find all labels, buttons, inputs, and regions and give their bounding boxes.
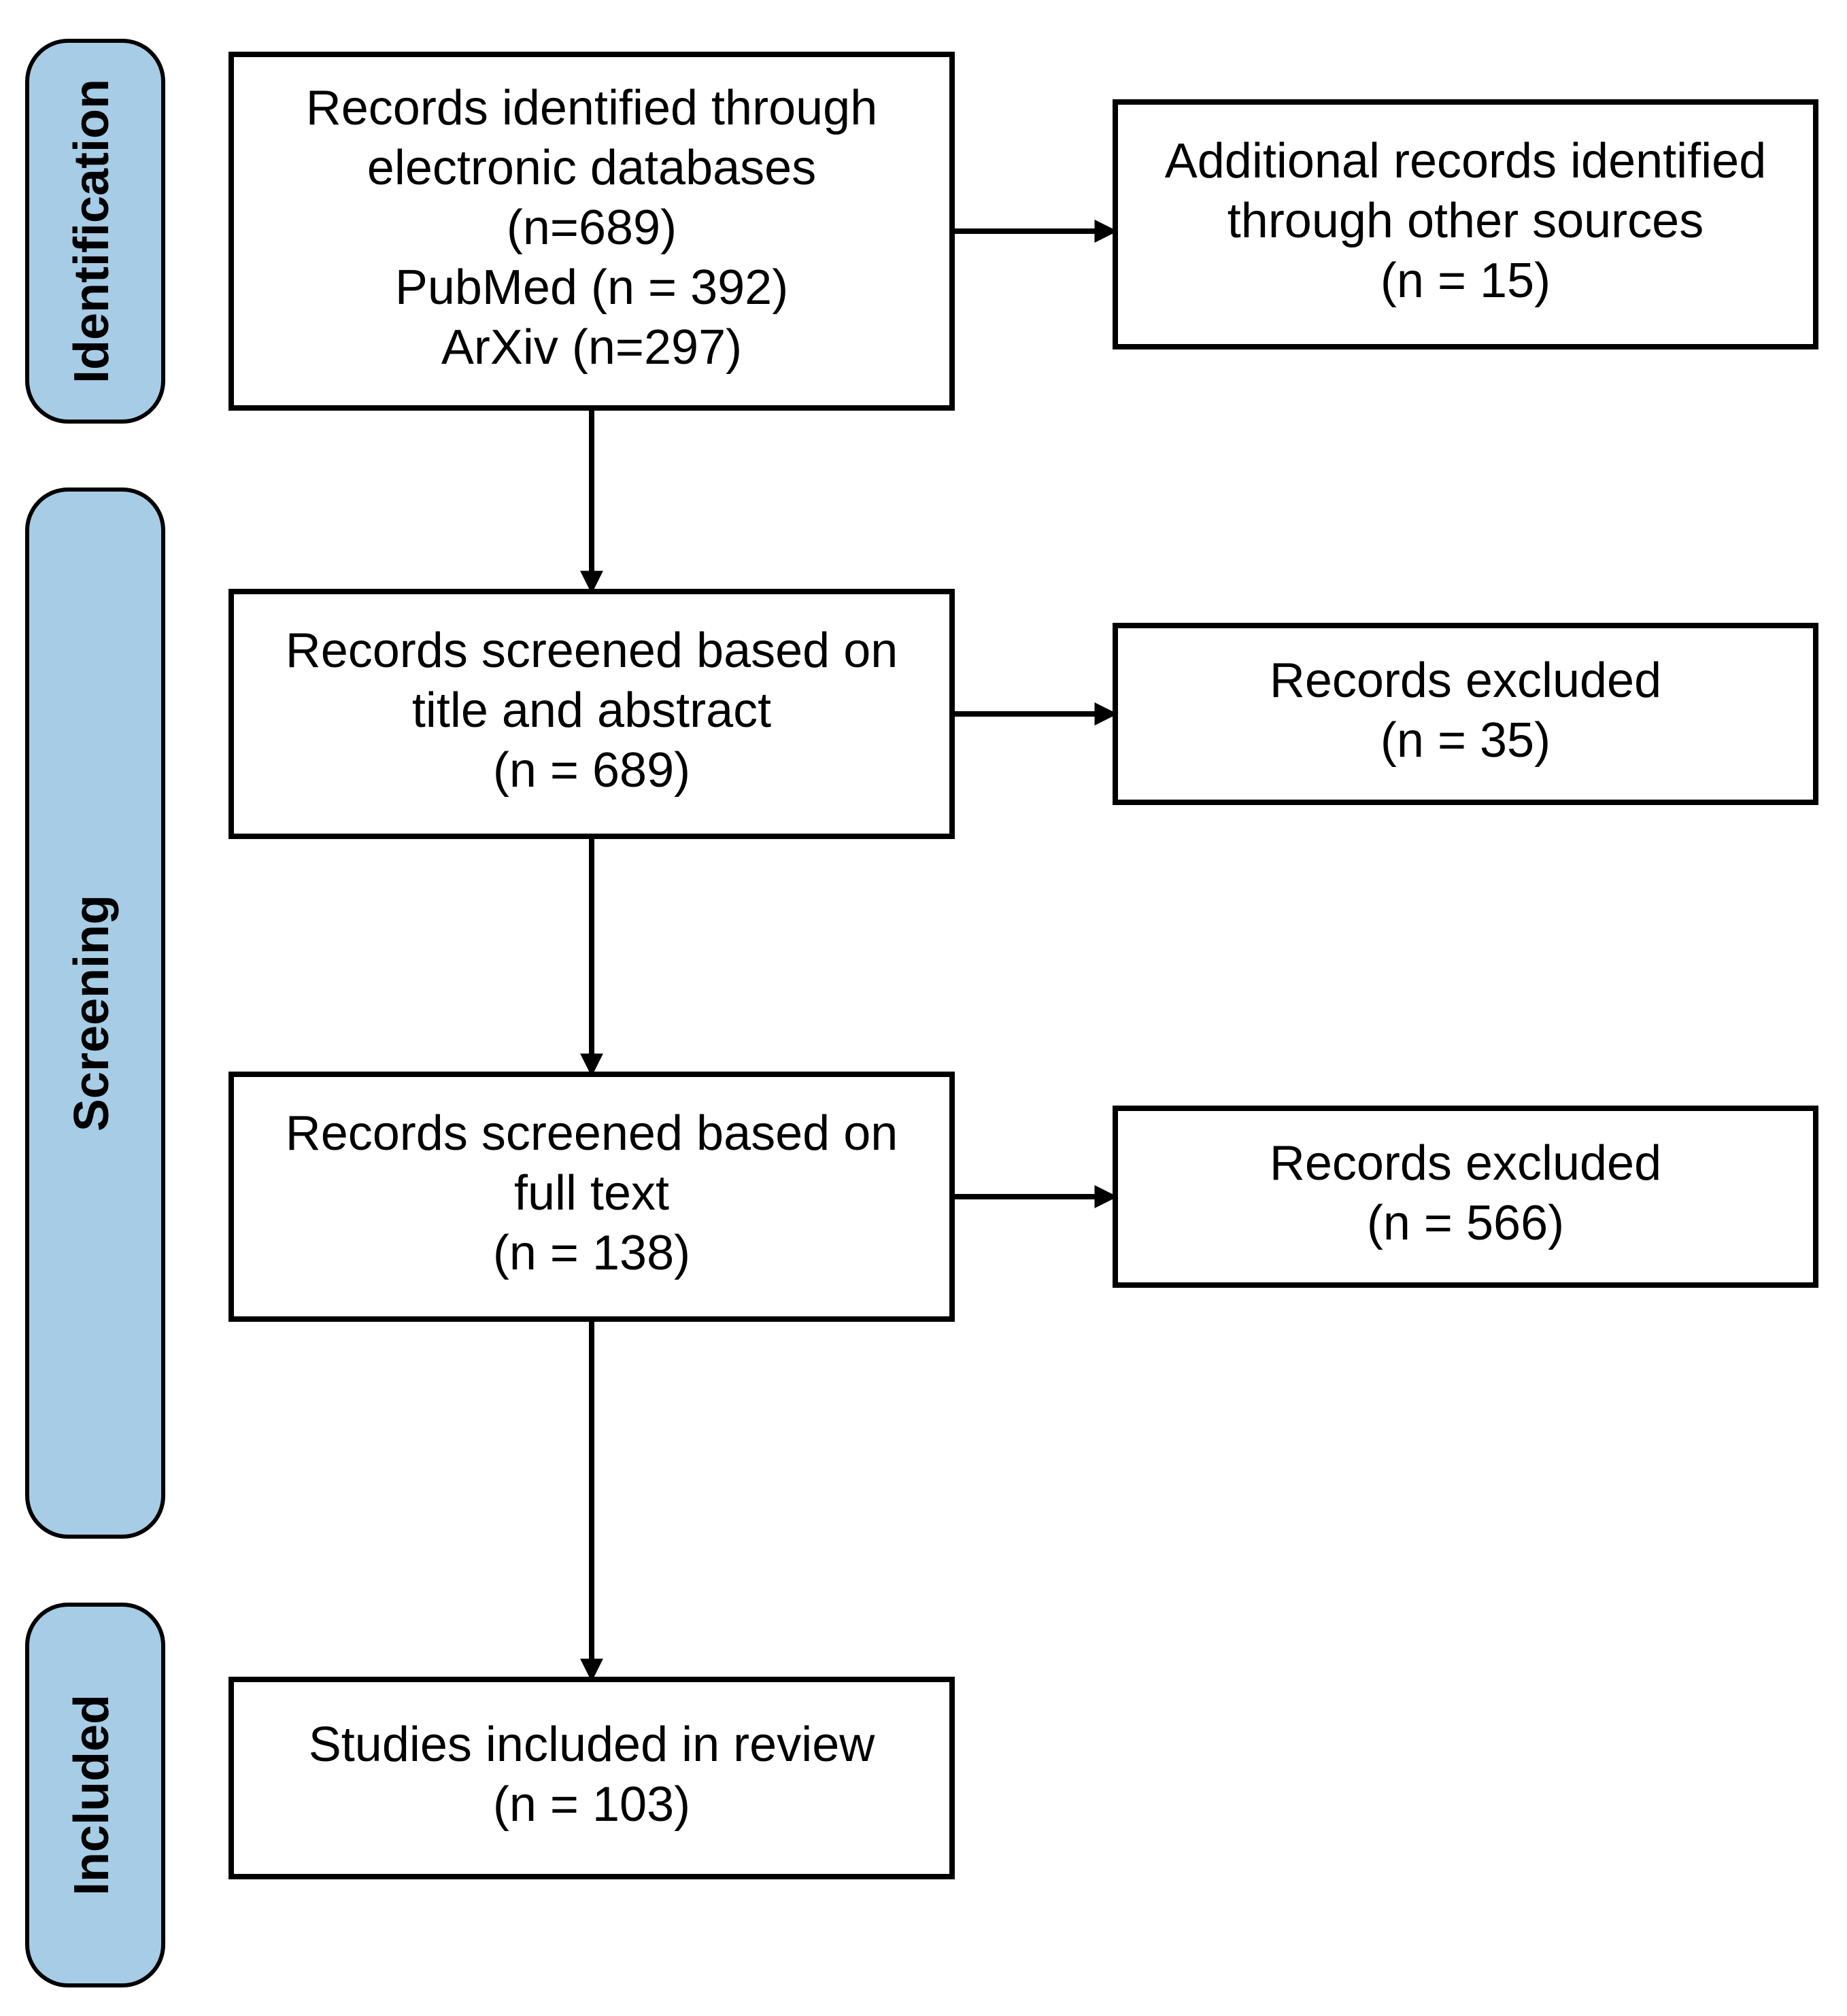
box-included: Studies included in review(n = 103)	[231, 1679, 952, 1877]
box-id_db: Records identified throughelectronic dat…	[231, 54, 952, 408]
box-scr_ta: Records screened based ontitle and abstr…	[231, 592, 952, 836]
stage-label: Included	[65, 1694, 119, 1896]
stage-label: Screening	[65, 895, 119, 1131]
box-scr_ft: Records screened based onfull text(n = 1…	[231, 1074, 952, 1319]
prisma-flowchart: Identification Screening Included Records i…	[0, 0, 1847, 2016]
stage-identification: Identification	[27, 41, 163, 422]
box-excl_ft: Records excluded(n = 566)	[1115, 1108, 1816, 1285]
stage-screening: Screening	[27, 490, 163, 1537]
box-id_other: Additional records identifiedthrough oth…	[1115, 102, 1816, 347]
stage-label: Identification	[65, 79, 119, 383]
box-excl_ta: Records excluded(n = 35)	[1115, 626, 1816, 802]
stage-included: Included	[27, 1605, 163, 1985]
